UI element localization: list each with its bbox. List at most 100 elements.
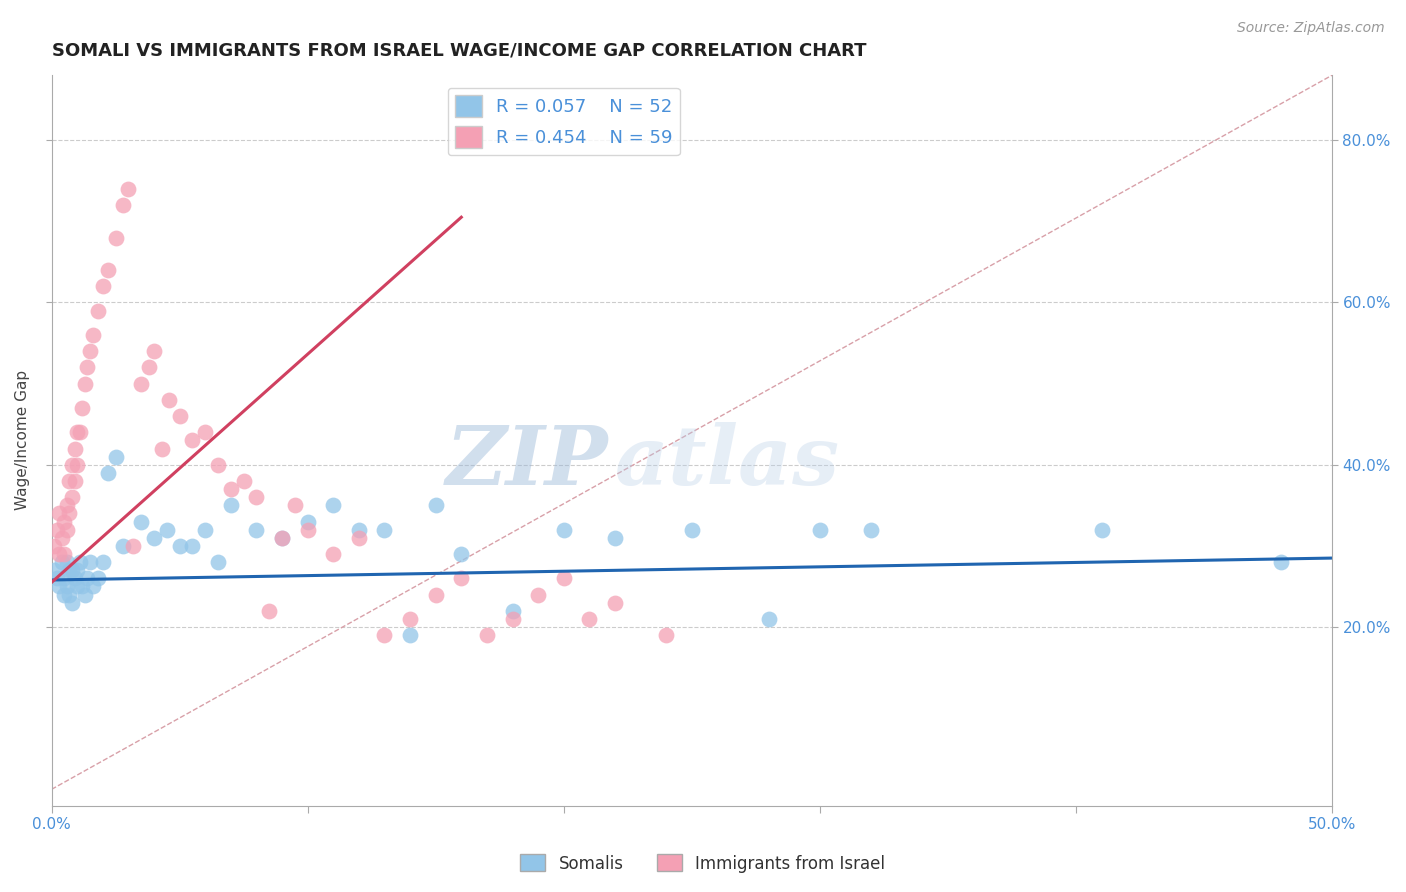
Point [45,523,67,537]
Point [157,392,180,407]
Point [373,523,395,537]
Point [502,604,524,618]
Point [58,588,80,602]
Point [56,523,79,537]
Point [271,531,294,545]
Point [60,458,83,472]
Point [245,523,267,537]
Point [56,555,79,569]
Point [553,571,575,585]
Point [53,588,76,602]
Point [1270,555,1292,569]
Point [219,499,242,513]
Point [66,579,89,593]
Legend: R = 0.057    N = 52, R = 0.454    N = 59: R = 0.057 N = 52, R = 0.454 N = 59 [447,88,681,155]
Point [69,555,91,569]
Point [603,531,626,545]
Point [58,474,80,488]
Point [129,376,152,391]
Point [63,442,86,456]
Point [399,612,422,626]
Point [53,515,76,529]
Point [450,547,472,561]
Point [112,539,135,553]
Point [104,450,127,464]
Point [129,515,152,529]
Point [86,303,108,318]
Point [502,612,524,626]
Point [347,523,370,537]
Point [194,523,217,537]
Point [91,279,114,293]
Point [91,555,114,569]
Point [56,579,79,593]
Point [655,628,678,642]
Point [76,571,98,585]
Point [82,327,104,342]
Point [143,344,166,359]
Point [53,571,76,585]
Point [527,588,550,602]
Point [48,507,70,521]
Point [181,539,204,553]
Point [284,499,307,513]
Point [425,499,447,513]
Point [232,474,254,488]
Point [82,579,104,593]
Point [578,612,600,626]
Text: Source: ZipAtlas.com: Source: ZipAtlas.com [1237,21,1385,35]
Point [169,409,191,423]
Point [758,612,780,626]
Point [79,344,101,359]
Text: ZIP: ZIP [446,422,609,502]
Point [53,547,76,561]
Point [72,579,94,593]
Point [156,523,179,537]
Point [60,563,83,577]
Point [271,531,294,545]
Point [66,563,89,577]
Legend: Somalis, Immigrants from Israel: Somalis, Immigrants from Israel [513,847,893,880]
Point [69,425,91,440]
Point [63,474,86,488]
Point [60,490,83,504]
Point [63,571,86,585]
Point [122,539,145,553]
Point [1090,523,1112,537]
Point [56,499,79,513]
Point [425,588,447,602]
Point [150,442,173,456]
Point [257,604,280,618]
Point [808,523,831,537]
Point [42,539,65,553]
Point [603,596,626,610]
Point [97,466,120,480]
Point [450,571,472,585]
Point [76,360,98,375]
Point [73,588,96,602]
Point [66,458,89,472]
Point [48,579,70,593]
Point [45,571,67,585]
Point [207,555,229,569]
Point [97,263,120,277]
Point [138,360,160,375]
Point [681,523,703,537]
Point [553,523,575,537]
Point [51,531,73,545]
Point [373,628,395,642]
Point [58,563,80,577]
Text: atlas: atlas [614,422,841,502]
Point [219,482,242,496]
Point [104,230,127,244]
Point [399,628,422,642]
Point [475,628,498,642]
Point [73,376,96,391]
Point [245,490,267,504]
Point [66,425,89,440]
Point [51,555,73,569]
Point [297,523,319,537]
Point [297,515,319,529]
Point [322,499,344,513]
Point [42,563,65,577]
